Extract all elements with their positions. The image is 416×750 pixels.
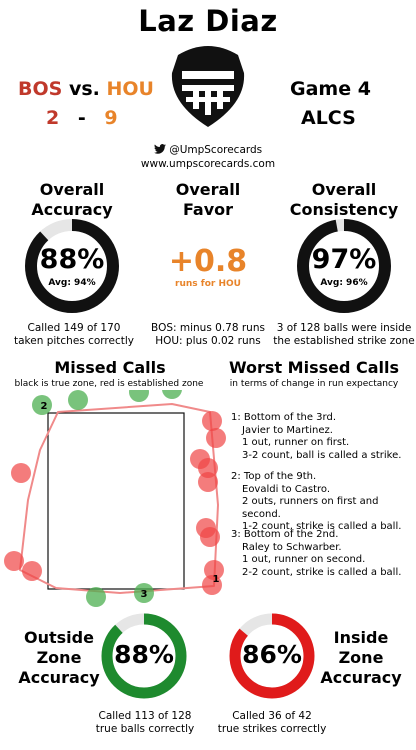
favor-value: +0.8 <box>168 244 248 279</box>
missed-calls-subtitle: black is true zone, red is established z… <box>14 379 204 389</box>
marker-1: 1 <box>213 574 220 585</box>
inside-zone-value: 86% <box>242 640 302 669</box>
twitter-handle[interactable]: @UmpScorecards <box>169 144 263 156</box>
inside-zone-caption: Called 36 of 42 true strikes correctly <box>217 710 327 735</box>
inside-zone-title: Inside Zone Accuracy <box>320 628 402 687</box>
outside-zone-title: Outside Zone Accuracy <box>18 628 100 687</box>
worst-call-2: 2: Top of the 9th. Eovaldi to Castro. 2 … <box>231 471 402 532</box>
series-label: ALCS <box>301 107 356 129</box>
score-separator: - <box>77 107 86 129</box>
missed-call-dot <box>4 551 24 571</box>
worst-calls-subtitle: in terms of change in run expectancy <box>229 379 399 389</box>
umpire-name: Laz Diaz <box>138 4 278 38</box>
marker-2: 2 <box>41 401 48 412</box>
missed-call-dot <box>204 560 224 580</box>
game-label: Game 4 <box>290 78 371 100</box>
established-zone <box>19 403 219 594</box>
worst-call-1: 1: Bottom of the 3rd. Javier to Martinez… <box>231 412 402 461</box>
marker-3: 3 <box>141 589 148 600</box>
missed-call-dot <box>198 472 218 492</box>
missed-call-dot <box>22 561 42 581</box>
consistency-ring <box>297 219 391 313</box>
twitter-line: @UmpScorecards <box>108 144 308 157</box>
vs-text: vs. <box>68 78 100 100</box>
worst-calls-title: Worst Missed Calls <box>228 358 400 377</box>
missed-call-dot <box>134 583 154 603</box>
missed-call-dot <box>86 587 106 607</box>
home-team: HOU <box>106 78 154 100</box>
away-score: 2 <box>46 107 60 129</box>
missed-call-dot <box>129 390 149 402</box>
favor-unit: runs for HOU <box>175 279 241 289</box>
consistency-avg: Avg: 96% <box>320 278 368 288</box>
missed-call-dot <box>198 458 218 478</box>
website-link[interactable]: www.umpscorecards.com <box>140 158 276 170</box>
home-score: 9 <box>104 107 118 129</box>
consistency-value: 97% <box>311 244 377 275</box>
missed-calls-title: Missed Calls <box>54 358 166 377</box>
accuracy-ring <box>25 219 119 313</box>
missed-call-dot <box>11 463 31 483</box>
accuracy-value: 88% <box>39 244 105 275</box>
accuracy-title: Overall Accuracy <box>31 180 113 219</box>
outside-zone-caption: Called 113 of 128 true balls correctly <box>95 710 195 735</box>
missed-call-dot <box>200 527 220 547</box>
umpire-mask-icon <box>171 46 245 127</box>
consistency-title: Overall Consistency <box>289 180 399 219</box>
accuracy-caption: Called 149 of 170 taken pitches correctly <box>13 322 134 347</box>
worst-call-3: 3: Bottom of the 2nd. Raley to Schwarber… <box>231 529 402 578</box>
score: 2 - 9 <box>46 107 118 129</box>
missed-call-dot <box>162 390 182 399</box>
away-team: BOS <box>18 78 63 100</box>
outside-zone-value: 88% <box>114 640 174 669</box>
missed-call-dot <box>68 390 88 410</box>
favor-title: Overall Favor <box>175 180 241 219</box>
accuracy-avg: Avg: 94% <box>48 278 96 288</box>
inside-zone-ring <box>229 613 315 699</box>
missed-call-dot <box>32 395 52 415</box>
missed-calls-plot: 2 1 3 <box>4 390 226 607</box>
outside-zone-ring <box>101 613 187 699</box>
favor-caption: BOS: minus 0.78 runs HOU: plus 0.02 runs <box>151 322 265 347</box>
consistency-caption: 3 of 128 balls were inside the establishe… <box>273 322 415 347</box>
missed-call-dot <box>202 411 222 431</box>
matchup: BOS vs. HOU <box>18 78 154 100</box>
true-zone <box>47 412 185 590</box>
missed-call-dot <box>206 428 226 448</box>
twitter-bird-icon <box>153 144 166 154</box>
missed-call-dot <box>202 575 222 595</box>
